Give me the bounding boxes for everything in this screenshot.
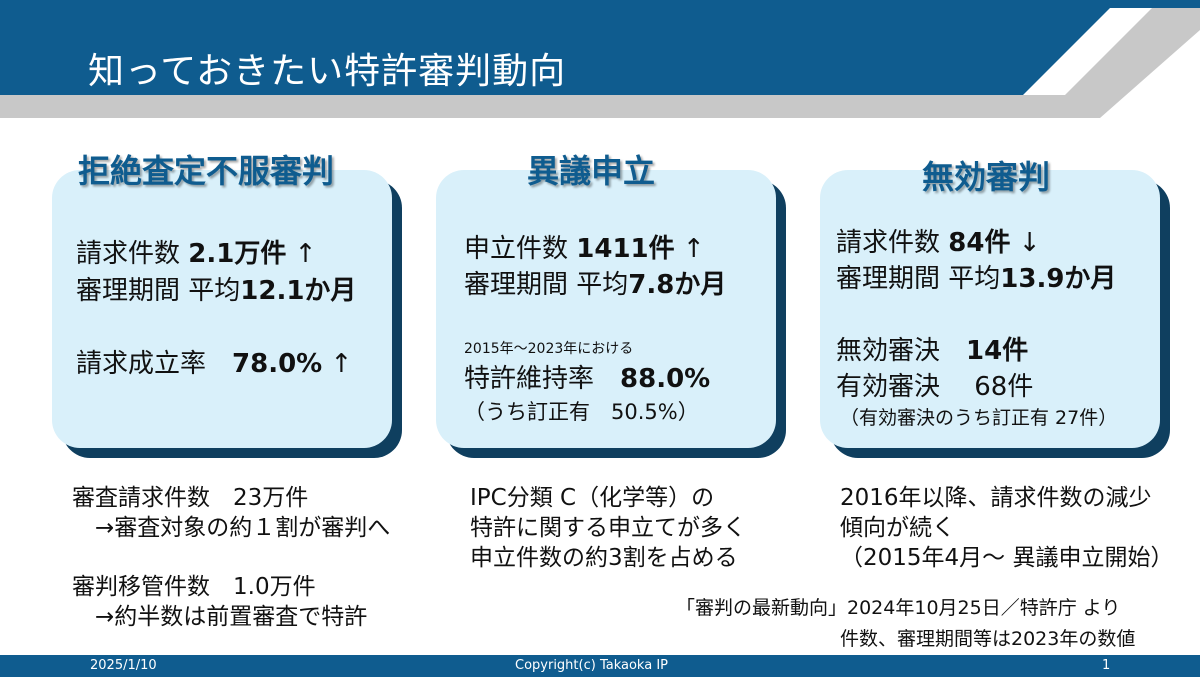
- note-left-line2: →審査対象の約１割が審判へ: [72, 515, 391, 541]
- card-opposition: [436, 170, 776, 448]
- card-heading-appeal-rejection: 拒絶査定不服審判: [78, 152, 335, 190]
- header-band: [0, 0, 1200, 118]
- card2-maintenance-rate: 特許維持率 88.0%: [464, 364, 711, 394]
- header-blue-band: [0, 0, 1200, 95]
- card3-correction-note: （有効審決のうち訂正有 27件）: [840, 407, 1118, 429]
- note-right-line1: 2016年以降、請求件数の減少: [840, 485, 1152, 511]
- source-note: 件数、審理期間等は2023年の数値: [840, 628, 1136, 650]
- note-left-line4: →約半数は前置審査で特許: [72, 604, 368, 630]
- card-appeal-rejection: [52, 170, 392, 448]
- card-heading-invalidation: 無効審判: [922, 158, 1051, 196]
- footer-page-number: 1: [1102, 658, 1111, 673]
- card3-request-count: 請求件数 84件 ↓: [836, 228, 1041, 258]
- note-right-line3: （2015年4月～ 異議申立開始）: [840, 545, 1174, 571]
- card1-review-period: 審理期間 平均12.1か月: [76, 276, 357, 306]
- note-left-line1: 審査請求件数 23万件: [72, 485, 309, 511]
- card3-valid-decisions: 有効審決 68件: [836, 372, 1034, 402]
- card2-filing-count: 申立件数 1411件 ↑: [464, 234, 705, 264]
- card3-review-period: 審理期間 平均13.9か月: [836, 264, 1117, 294]
- note-middle-line3: 申立件数の約3割を占める: [470, 545, 738, 571]
- note-middle-line1: IPC分類 C（化学等）の: [470, 485, 715, 511]
- note-left-line3: 審判移管件数 1.0万件: [72, 574, 316, 600]
- card-heading-opposition: 異議申立: [527, 152, 656, 190]
- card-invalidation: [820, 170, 1160, 448]
- note-middle-line2: 特許に関する申立てが多く: [470, 515, 746, 541]
- note-right-line2: 傾向が続く: [840, 515, 955, 541]
- card2-correction-rate: （うち訂正有 50.5%）: [464, 400, 699, 424]
- card1-request-count: 請求件数 2.1万件 ↑: [76, 239, 317, 269]
- card3-invalid-decisions: 無効審決 14件: [836, 336, 1029, 366]
- footer-date: 2025/1/10: [90, 658, 157, 673]
- page-title: 知っておきたい特許審判動向: [88, 51, 567, 92]
- footer-copyright: Copyright(c) Takaoka IP: [515, 658, 668, 673]
- header-gray-stripe: [0, 8, 1200, 118]
- card1-success-rate: 請求成立率 78.0% ↑: [76, 349, 353, 379]
- card2-review-period: 審理期間 平均7.8か月: [464, 270, 727, 300]
- footer-bar: [0, 655, 1200, 677]
- source-citation: 「審判の最新動向」2024年10月25日／特許庁 より: [676, 597, 1121, 619]
- card2-period-note: 2015年～2023年における: [464, 341, 634, 357]
